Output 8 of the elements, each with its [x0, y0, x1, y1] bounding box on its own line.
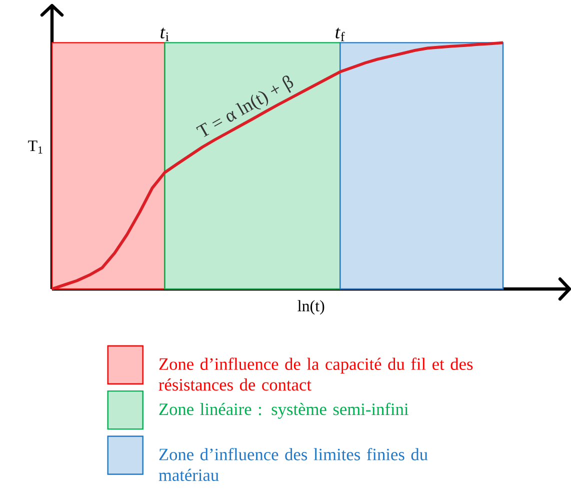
legend-label: Zone d’influence de la capacité du fil et des résistances de contact [158, 358, 473, 391]
legend-label: Zone linéaire : système semi-infini [159, 402, 408, 419]
legend-label: Zone d’influence des limites finies du matériau [158, 448, 428, 482]
text: t$_{i}$ [160, 28, 169, 42]
text: t$_{f}$ [336, 28, 345, 42]
y-axis-title: T$_{1}$ [28, 140, 42, 154]
annotation: T = α ln(t) + β [196, 76, 294, 138]
x-axis-title: ln(t) [298, 300, 324, 315]
